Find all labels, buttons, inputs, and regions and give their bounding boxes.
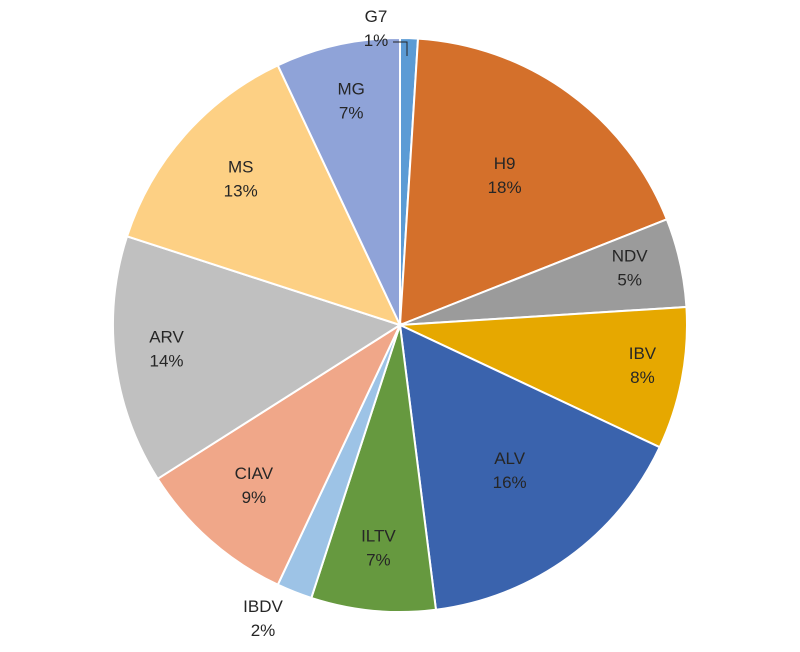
slice-label-arv: ARV 14% <box>149 327 184 370</box>
slice-name: H9 <box>494 154 516 173</box>
slice-label-g7: G7 1% <box>364 7 389 50</box>
slice-percent: 9% <box>242 488 267 507</box>
slice-label-ibdv: IBDV 2% <box>243 597 283 640</box>
slice-label-ciav: CIAV 9% <box>235 464 274 507</box>
pie-slices <box>112 36 688 613</box>
slice-label-ndv: NDV 5% <box>612 247 649 290</box>
slice-label-mg: MG 7% <box>337 80 364 123</box>
slice-label-iltv: ILTV 7% <box>361 527 396 570</box>
pie-slice-ibv <box>399 305 688 449</box>
slice-percent: 2% <box>251 621 276 640</box>
slice-percent: 14% <box>150 351 184 370</box>
leader-lines <box>393 41 408 56</box>
slice-percent: 7% <box>339 104 364 123</box>
pie-slice-mg <box>276 36 401 326</box>
slice-label-ibv: IBV 8% <box>629 344 657 387</box>
slice-name: ALV <box>494 449 526 468</box>
pie-slice-ms <box>125 63 402 327</box>
slice-label-ms: MS 13% <box>224 158 258 201</box>
slice-name: IBV <box>629 344 657 363</box>
slice-percent: 16% <box>493 473 527 492</box>
pie-slice-alv <box>398 323 662 611</box>
slice-percent: 7% <box>366 551 391 570</box>
slice-percent: 8% <box>630 368 655 387</box>
pie-slice-h9 <box>398 37 669 327</box>
slice-name: NDV <box>612 247 649 266</box>
slice-name: MG <box>337 80 364 99</box>
pie-slice-iltv <box>310 324 438 613</box>
pie-slice-ciav <box>156 322 403 587</box>
slice-name: IBDV <box>243 597 283 616</box>
slice-percent: 5% <box>617 271 642 290</box>
slice-name: G7 <box>365 7 388 26</box>
leader-line-g7 <box>393 41 408 56</box>
pie-slice-arv <box>112 235 403 481</box>
slice-name: ARV <box>149 327 184 346</box>
slice-percent: 18% <box>488 178 522 197</box>
slice-labels: G7 1%H9 18%NDV 5%IBV 8%ALV 16%ILTV 7%IBDV 2%CIA… <box>149 7 657 640</box>
slice-name: MS <box>228 158 254 177</box>
slice-percent: 1% <box>364 31 389 50</box>
slice-label-alv: ALV 16% <box>493 449 527 492</box>
slice-label-h9: H9 18% <box>488 154 522 197</box>
slice-name: ILTV <box>361 527 396 546</box>
slice-name: CIAV <box>235 464 274 483</box>
slice-percent: 13% <box>224 182 258 201</box>
